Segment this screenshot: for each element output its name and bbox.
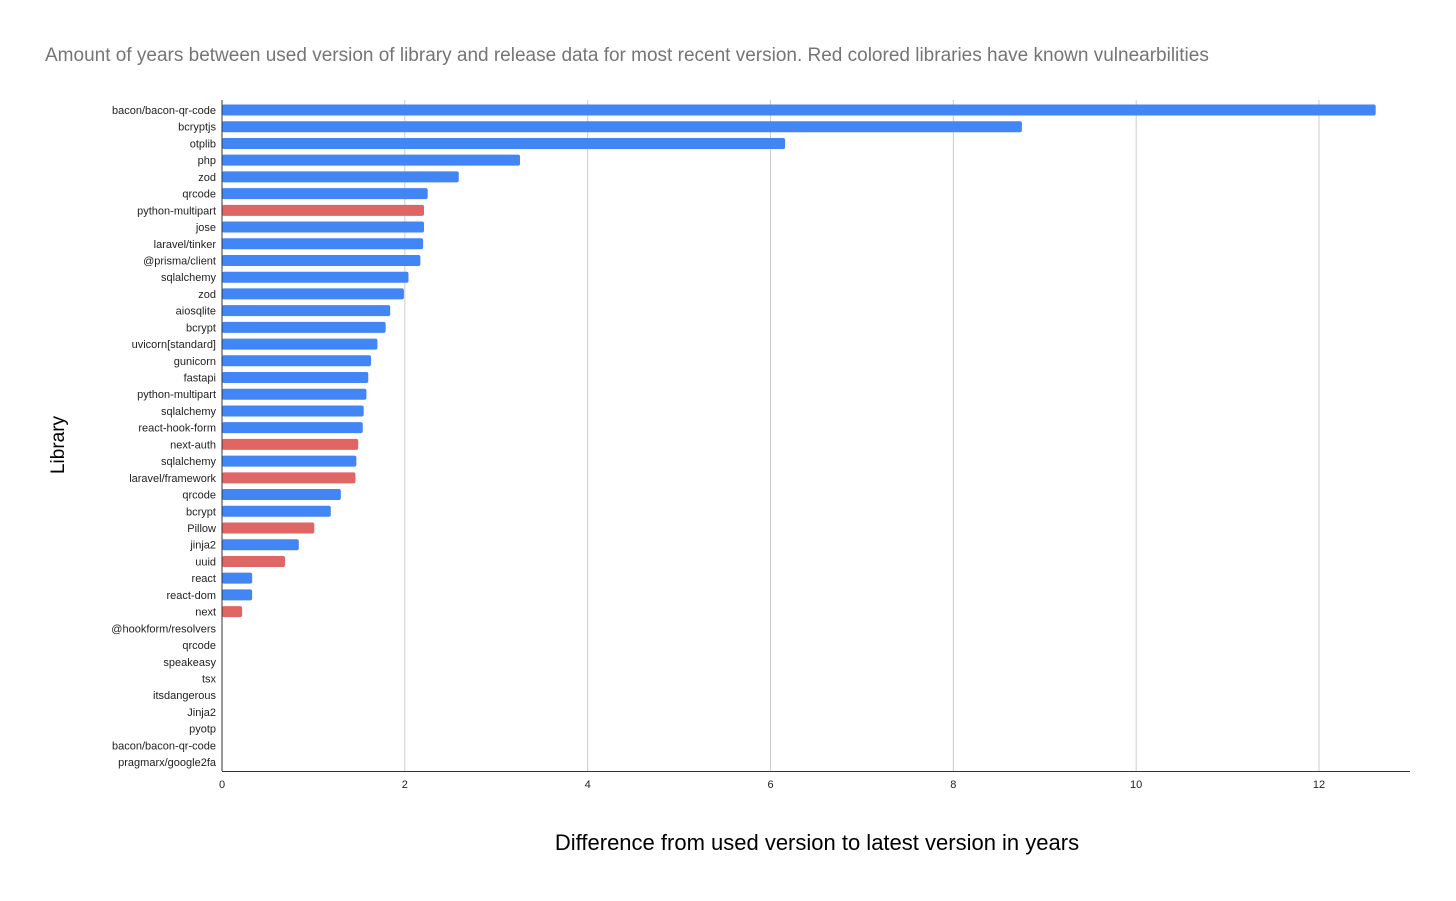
bar [222,254,421,266]
category-label: sqlalchemy [161,272,217,284]
bar [222,589,253,601]
x-axis-title: Difference from used version to latest v… [555,830,1079,855]
bar [222,572,253,584]
category-label: pyotp [189,724,216,736]
category-label: qrcode [182,640,216,652]
grid-layer [404,100,1320,771]
category-label: bacon/bacon-qr-code [112,105,216,117]
category-label: laravel/framework [129,473,216,485]
bar [222,405,364,417]
category-label: zod [198,172,216,184]
category-label: laravel/tinker [154,239,217,251]
bar [222,522,315,534]
bar [222,154,521,166]
category-label: uuid [195,556,216,568]
bar [222,555,286,567]
category-label: @hookform/resolvers [111,623,216,635]
category-label: python-multipart [137,205,216,217]
x-tick-label: 8 [950,779,956,791]
bar [222,321,386,333]
category-label: @prisma/client [143,255,216,267]
bar [222,355,372,367]
category-label: aiosqlite [176,306,216,318]
x-tick-label: 0 [219,779,225,791]
x-tick-label: 12 [1313,779,1325,791]
category-label: qrcode [182,189,216,201]
x-tick-label: 4 [585,779,591,791]
x-tick-label: 6 [767,779,773,791]
bar [222,221,425,233]
x-tick-label: 2 [402,779,408,791]
bar [222,472,356,484]
category-label: react-hook-form [138,423,216,435]
bar [222,372,369,384]
category-label: bcrypt [186,506,216,518]
category-label: uvicorn[standard] [132,339,216,351]
category-label: speakeasy [163,657,216,669]
category-label: php [198,155,216,167]
category-label: qrcode [182,490,216,502]
bar [222,422,363,434]
bar [222,288,404,300]
bar [222,104,1376,116]
bar [222,388,367,400]
category-label: jose [195,222,216,234]
category-label: gunicorn [174,356,216,368]
bar-layer [222,104,1376,618]
category-label: sqlalchemy [161,406,217,418]
bar [222,455,357,467]
category-label: react [192,573,216,585]
bar [222,606,243,618]
bar [222,489,341,501]
bar [222,137,786,149]
bar [222,171,459,183]
bar [222,338,378,350]
label-layer: bacon/bacon-qr-code bcryptjs otplib php zod q… [111,105,217,769]
axis-layer: 0 2 4 6 8 10 12 [219,100,1410,791]
bar [222,238,424,250]
category-label: Jinja2 [187,707,216,719]
category-label: bacon/bacon-qr-code [112,740,216,752]
category-label: fastapi [184,373,216,385]
bar [222,188,428,200]
category-label: itsdangerous [153,690,216,702]
category-label: pragmarx/google2fa [118,757,217,769]
category-label: otplib [190,138,216,150]
x-tick-label: 10 [1130,779,1142,791]
category-label: bcrypt [186,322,216,334]
category-label: bcryptjs [178,122,216,134]
category-label: next [195,607,216,619]
bar [222,438,359,450]
category-label: react-dom [166,590,216,602]
category-label: python-multipart [137,389,216,401]
category-label: Pillow [187,523,216,535]
bar [222,204,425,216]
category-label: jinja2 [189,540,216,552]
category-label: zod [198,289,216,301]
category-label: tsx [202,673,217,685]
category-label: sqlalchemy [161,456,217,468]
category-label: next-auth [170,439,216,451]
chart-title: Amount of years between used version of … [45,45,1209,66]
bar [222,505,331,517]
bar [222,539,299,551]
bar [222,305,391,317]
bar [222,271,409,283]
y-axis-title: Library [48,415,69,474]
bar [222,121,1022,133]
